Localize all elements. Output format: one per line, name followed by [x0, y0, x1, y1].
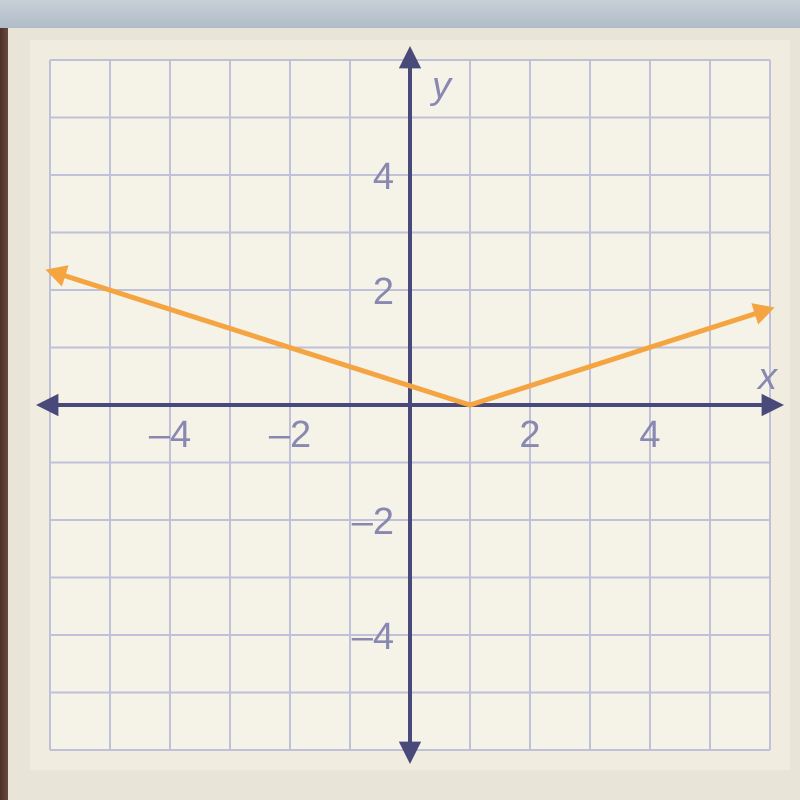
svg-text:4: 4 [639, 414, 660, 456]
svg-text:–4: –4 [149, 414, 191, 456]
svg-text:y: y [429, 65, 453, 107]
svg-text:2: 2 [519, 414, 540, 456]
svg-text:–2: –2 [269, 414, 311, 456]
svg-text:x: x [756, 356, 779, 398]
svg-text:2: 2 [373, 271, 394, 313]
chart: –4 –2 2 4 –4 –2 2 4 y x [30, 40, 790, 770]
svg-text:4: 4 [373, 156, 394, 198]
svg-text:–4: –4 [352, 616, 394, 658]
coordinate-plane: –4 –2 2 4 –4 –2 2 4 y x [30, 40, 790, 770]
svg-text:–2: –2 [352, 501, 394, 543]
top-toolbar [0, 0, 800, 28]
left-edge [0, 28, 8, 800]
